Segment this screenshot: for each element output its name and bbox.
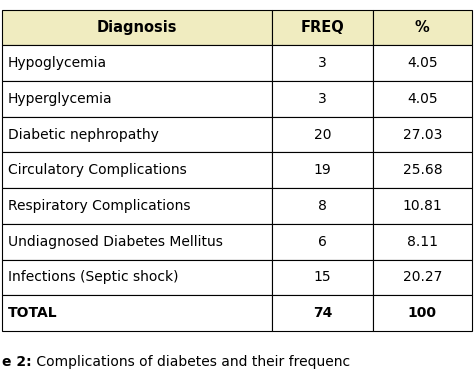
Bar xyxy=(373,117,472,152)
Bar xyxy=(2,152,272,188)
Bar xyxy=(373,152,472,188)
Bar xyxy=(2,10,272,45)
Bar xyxy=(373,10,472,45)
Text: 20: 20 xyxy=(314,128,331,142)
Text: Circulatory Complications: Circulatory Complications xyxy=(8,163,187,177)
Text: 15: 15 xyxy=(314,271,331,284)
Bar xyxy=(373,188,472,224)
Text: Complications of diabetes and their frequenc: Complications of diabetes and their freq… xyxy=(32,355,350,369)
Text: 19: 19 xyxy=(314,163,331,177)
Text: Hyperglycemia: Hyperglycemia xyxy=(8,92,113,106)
Bar xyxy=(2,224,272,260)
Bar xyxy=(272,81,373,117)
Text: 8: 8 xyxy=(318,199,327,213)
Text: TOTAL: TOTAL xyxy=(8,306,58,320)
Text: Respiratory Complications: Respiratory Complications xyxy=(8,199,191,213)
Text: 100: 100 xyxy=(408,306,437,320)
Text: e 2:: e 2: xyxy=(2,355,32,369)
Bar xyxy=(272,188,373,224)
Text: 20.27: 20.27 xyxy=(403,271,442,284)
Bar xyxy=(373,295,472,331)
Text: Undiagnosed Diabetes Mellitus: Undiagnosed Diabetes Mellitus xyxy=(8,235,223,249)
Bar xyxy=(373,260,472,295)
Bar xyxy=(272,45,373,81)
Text: 4.05: 4.05 xyxy=(407,56,438,70)
Text: Diabetic nephropathy: Diabetic nephropathy xyxy=(8,128,159,142)
Bar xyxy=(272,260,373,295)
Bar xyxy=(373,81,472,117)
Text: 3: 3 xyxy=(318,56,327,70)
Bar xyxy=(272,117,373,152)
Text: 8.11: 8.11 xyxy=(407,235,438,249)
Bar xyxy=(2,81,272,117)
Bar xyxy=(272,295,373,331)
Text: 27.03: 27.03 xyxy=(403,128,442,142)
Text: Hypoglycemia: Hypoglycemia xyxy=(8,56,107,70)
Bar xyxy=(373,224,472,260)
Text: Diagnosis: Diagnosis xyxy=(97,20,178,35)
Text: 10.81: 10.81 xyxy=(402,199,442,213)
Bar xyxy=(2,45,272,81)
Bar xyxy=(2,295,272,331)
Bar xyxy=(2,117,272,152)
Text: Infections (Septic shock): Infections (Septic shock) xyxy=(8,271,179,284)
Bar xyxy=(2,188,272,224)
Text: 25.68: 25.68 xyxy=(402,163,442,177)
Bar xyxy=(2,260,272,295)
Bar xyxy=(373,45,472,81)
Bar xyxy=(272,152,373,188)
Text: %: % xyxy=(415,20,430,35)
Text: 6: 6 xyxy=(318,235,327,249)
Text: 4.05: 4.05 xyxy=(407,92,438,106)
Text: 3: 3 xyxy=(318,92,327,106)
Bar xyxy=(272,10,373,45)
Text: FREQ: FREQ xyxy=(301,20,345,35)
Text: 74: 74 xyxy=(313,306,332,320)
Bar xyxy=(272,224,373,260)
